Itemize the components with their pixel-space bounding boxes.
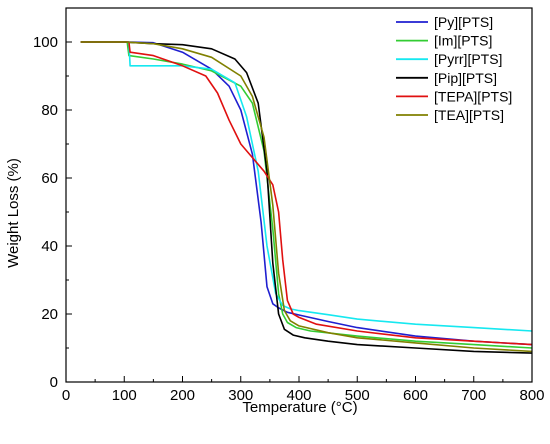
tick-labels: 0 100 200 300 400 500 600 700 800 0 20 40 60 80 100 <box>33 34 545 404</box>
y-tick-label: 0 <box>50 374 58 391</box>
x-tick-label: 100 <box>112 387 137 404</box>
series-line-5 <box>80 41 533 346</box>
x-tick-label: 800 <box>519 387 544 404</box>
series-line-3 <box>80 41 533 332</box>
legend-label-6: [TEA][PTS] <box>434 107 504 123</box>
legend-label-3: [Pyrr][PTS] <box>434 51 502 67</box>
x-axis-title: Temperature (°C) <box>242 399 357 416</box>
series-line-6 <box>80 41 533 353</box>
x-tick-label: 700 <box>461 387 486 404</box>
series-line-4 <box>80 41 533 354</box>
x-tick-label: 200 <box>170 387 195 404</box>
legend-label-1: [Py][PTS] <box>434 14 493 30</box>
y-tick-label: 80 <box>41 102 58 119</box>
y-tick-label: 20 <box>41 306 58 323</box>
tick-marks <box>65 41 533 383</box>
series-line-2 <box>80 41 533 349</box>
y-tick-label: 100 <box>33 34 58 51</box>
legend-label-2: [Im][PTS] <box>434 33 492 49</box>
y-axis-title: Weight Loss (%) <box>5 158 22 268</box>
y-tick-label: 40 <box>41 238 58 255</box>
x-tick-label: 400 <box>286 387 311 404</box>
x-tick-label: 300 <box>228 387 253 404</box>
y-tick-label: 60 <box>41 170 58 187</box>
legend-label-5: [TEPA][PTS] <box>434 88 512 104</box>
series-line-1 <box>80 41 533 346</box>
series-lines <box>80 41 533 354</box>
legend-label-4: [Pip][PTS] <box>434 70 497 86</box>
x-tick-label: 600 <box>403 387 428 404</box>
legend: [Py][PTS] [Im][PTS] [Pyrr][PTS] [Pip][PTS] [… <box>396 14 512 123</box>
x-tick-label: 500 <box>345 387 370 404</box>
x-tick-label: 0 <box>62 387 70 404</box>
